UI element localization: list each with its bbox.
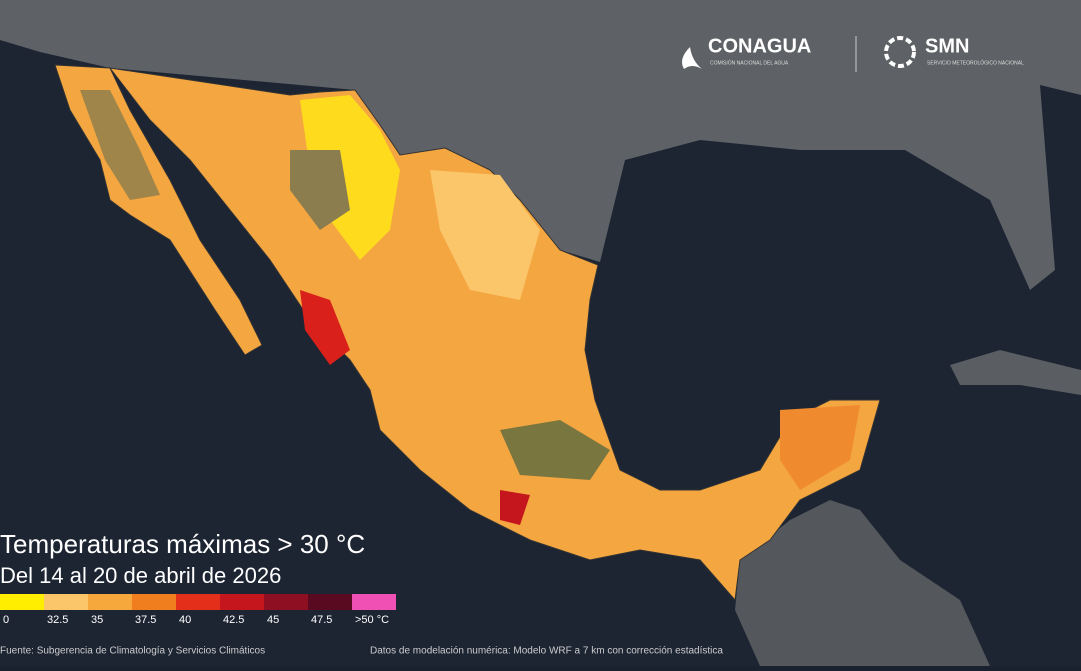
legend-swatch — [220, 594, 264, 610]
land-central-america — [735, 500, 990, 666]
legend-label: 0 — [3, 614, 9, 626]
conagua-logo: CONAGUA — [708, 35, 811, 57]
conagua-logo-icon — [682, 47, 702, 69]
legend-swatch — [88, 594, 132, 610]
legend-swatch — [132, 594, 176, 610]
legend-swatch — [176, 594, 220, 610]
subtitle: Del 14 al 20 de abril de 2026 — [0, 563, 281, 588]
legend-swatch — [352, 594, 396, 610]
footer-model: Datos de modelación numérica: Modelo WRF… — [370, 646, 723, 657]
temp-zone — [290, 150, 350, 230]
smn-logo: SMN — [925, 35, 969, 57]
legend: 0 32.5 35 37.5 40 42.5 45 47.5 >50 °C — [0, 594, 396, 626]
legend-swatch — [44, 594, 88, 610]
legend-label: 47.5 — [311, 614, 332, 626]
temp-zone — [300, 95, 400, 260]
legend-label: 45 — [267, 614, 279, 626]
land-cuba — [950, 350, 1081, 395]
legend-swatch — [264, 594, 308, 610]
smn-subtitle: SERVICIO METEOROLÓGICO NACIONAL — [927, 59, 1024, 66]
temp-zone — [500, 490, 530, 525]
legend-swatch — [0, 594, 44, 610]
temp-zone — [300, 290, 350, 365]
temp-zone — [500, 420, 610, 480]
legend-label: 40 — [179, 614, 191, 626]
legend-swatch — [308, 594, 352, 610]
legend-label: 35 — [91, 614, 103, 626]
title: Temperaturas máximas > 30 °C — [0, 529, 365, 559]
legend-label: 42.5 — [223, 614, 244, 626]
legend-label: 37.5 — [135, 614, 156, 626]
footer-source: Fuente: Subgerencia de Climatología y Se… — [0, 646, 265, 657]
smn-logo-icon — [884, 36, 916, 68]
land-north — [0, 0, 1081, 290]
temp-zone — [80, 90, 160, 200]
conagua-subtitle: COMISIÓN NACIONAL DEL AGUA — [710, 59, 789, 66]
temp-zone — [780, 405, 860, 490]
temp-zone — [430, 170, 540, 300]
legend-label: >50 °C — [355, 614, 389, 626]
legend-label: 32.5 — [47, 614, 68, 626]
